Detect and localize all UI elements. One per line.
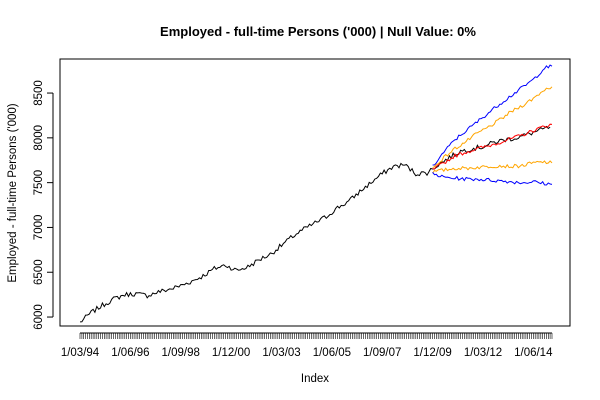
y-tick-label: 7000 [33,215,45,241]
x-tick-label: 1/09/07 [363,347,401,359]
y-tick-label: 6000 [33,304,45,330]
x-axis-label: Index [301,373,329,385]
x-tick-label: 1/06/96 [111,347,149,359]
series-line-bound_80-3 [432,160,553,174]
series-layer [79,64,553,323]
chart-title: Employed - full-time Persons ('000) | Nu… [160,24,476,39]
x-tick-label: 1/12/09 [413,347,451,359]
x-axis: 1/03/94 1/06/96 1/09/98 1/12/00 1/03/03 1/06/… [61,332,553,359]
y-tick-label: 6500 [33,259,45,285]
series-line-bound_80-2 [432,86,553,169]
series-line-bound_95-5 [432,171,553,186]
y-tick-label: 8500 [33,80,45,106]
x-tick-label: 1/09/98 [162,347,200,359]
y-axis-label: Employed - full-time Persons ('000) [7,103,19,282]
series-line-bound_95-4 [432,64,553,166]
x-tick-label: 1/03/94 [61,347,100,359]
series-line-fitted-1 [432,123,553,170]
y-tick-label: 7500 [33,170,45,196]
series-line-actual-0 [79,125,551,323]
y-axis: 6000 6500 7000 7500 8000 8500 [33,80,54,330]
x-tick-label: 1/06/14 [514,347,553,359]
x-tick-label: 1/06/05 [313,347,351,359]
x-tick-label: 1/12/00 [212,347,250,359]
y-tick-label: 8000 [33,125,45,151]
x-tick-label: 1/03/12 [464,347,502,359]
x-tick-label: 1/03/03 [262,347,300,359]
plot-frame [59,58,571,327]
